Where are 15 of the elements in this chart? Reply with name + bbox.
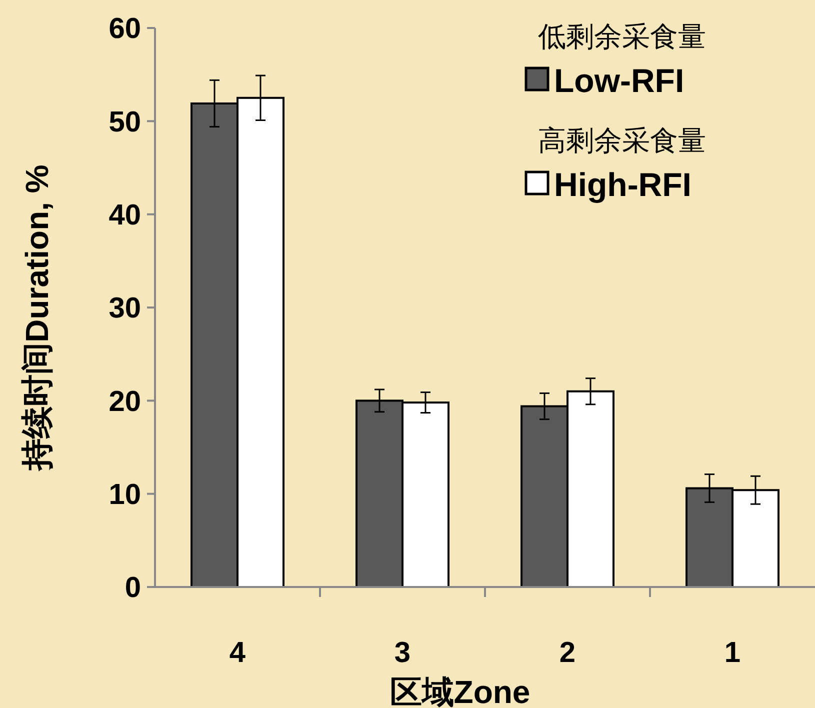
y-tick-label: 50 <box>108 106 141 138</box>
x-tick-label: 4 <box>229 637 246 669</box>
y-tick-label: 20 <box>108 386 141 418</box>
y-tick-label: 30 <box>108 292 141 325</box>
x-tick-label: 2 <box>559 637 576 669</box>
x-tick-label: 1 <box>724 637 741 669</box>
x-axis-title: 区域Zone <box>390 674 530 708</box>
y-tick-label: 40 <box>108 199 141 232</box>
legend-label: 低剩余采食量 Low-RFI <box>538 21 706 99</box>
y-tick-label: 10 <box>108 478 141 511</box>
legend-label: 高剩余采食量 High-RFI <box>538 125 706 203</box>
y-tick-label: 0 <box>124 572 141 604</box>
y-tick-label: 60 <box>108 13 141 46</box>
y-axis-title: 持续时间Duration, % <box>19 164 55 472</box>
x-tick-label: 3 <box>394 637 411 669</box>
